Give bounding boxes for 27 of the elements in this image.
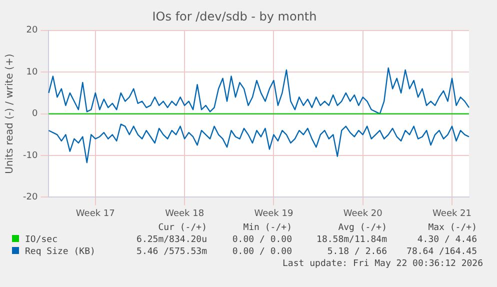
x-tick-label: Week 17 [76,208,115,219]
y-tick-label: 20 [26,26,38,36]
text: 0.00 / 0.00 [231,246,292,258]
chart-title: IOs for /dev/sdb - by month [152,9,317,24]
y-tick-label: -10 [22,150,38,161]
x-tick-label: Week 20 [343,208,383,219]
text: Avg (-/+) [337,222,387,234]
x-tick-label: Week 19 [254,208,294,219]
text: 78.64 /164.45 [406,246,477,258]
text: Last update: Fri May 22 00:36:12 2026 [282,258,484,270]
text: 0.00 / 0.00 [231,234,292,246]
y-axis-title: Units read (-) / write (+) [4,54,16,174]
y-tick-label: 10 [26,67,38,78]
text: 4.30 / 4.46 [416,234,477,246]
y-tick-label: 0 [32,109,38,120]
text: 5.46 /575.53m [136,246,207,258]
x-tick-label: Week 18 [165,208,204,219]
text: 6.25m/834.20u [136,234,207,246]
text: 5.18 / 2.66 [326,246,387,258]
text: Min (-/+) [242,222,292,234]
y-tick-label: -20 [22,192,38,203]
legend-label: Req Size (KB) [24,246,96,258]
x-tick-label: Week 21 [432,208,472,219]
legend-label: IO/sec [24,234,59,246]
text: 18.58m/11.84m [316,234,387,246]
text: Cur (-/+) [157,222,207,234]
text: Max (-/+) [427,222,477,234]
